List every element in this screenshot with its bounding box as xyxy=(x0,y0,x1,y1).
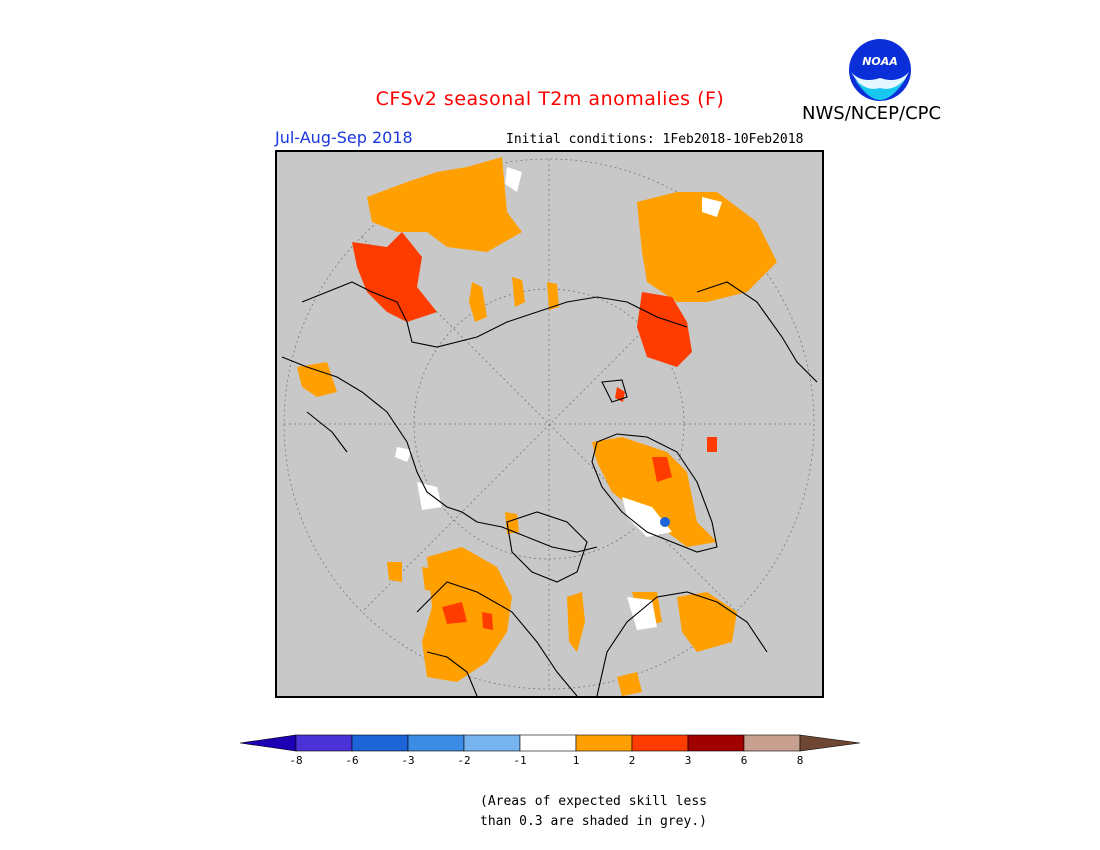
legend-tick: 1 xyxy=(572,754,580,767)
legend-swatch xyxy=(631,734,689,752)
legend-tick: 8 xyxy=(796,754,804,767)
map-title: CFSv2 seasonal T2m anomalies (F) xyxy=(375,88,725,110)
noaa-logo-icon: NOAA xyxy=(849,39,911,101)
legend-swatch xyxy=(575,734,633,752)
legend-arrow-right xyxy=(799,734,860,752)
skill-note: (Areas of expected skill less than 0.3 a… xyxy=(480,792,707,832)
forecast-period: Jul-Aug-Sep 2018 xyxy=(275,128,413,147)
skill-note-line-2: than 0.3 are shaded in grey.) xyxy=(480,814,707,829)
legend-swatch xyxy=(407,734,465,752)
coastlines xyxy=(281,281,818,696)
initial-conditions: Initial conditions: 1Feb2018-10Feb2018 xyxy=(506,132,804,147)
map-canvas xyxy=(281,157,818,696)
legend-tick: -1 xyxy=(513,754,527,767)
logo-text: NOAA xyxy=(862,55,898,68)
legend-tick: -2 xyxy=(457,754,471,767)
anomaly-white-regions xyxy=(395,167,722,630)
legend-tick: 6 xyxy=(740,754,748,767)
agency-label: NWS/NCEP/CPC xyxy=(802,103,942,124)
legend-swatch xyxy=(295,734,353,752)
legend-arrow-left xyxy=(240,734,297,752)
polar-map xyxy=(275,150,824,698)
legend-swatch xyxy=(687,734,745,752)
legend-tick: 2 xyxy=(628,754,636,767)
color-legend-bar xyxy=(240,734,860,752)
legend-tick: 3 xyxy=(684,754,692,767)
legend-swatch xyxy=(351,734,409,752)
anomaly-blue-point xyxy=(660,517,670,527)
skill-note-line-1: (Areas of expected skill less xyxy=(480,794,707,809)
legend-tick: -6 xyxy=(345,754,359,767)
anomaly-orange-regions xyxy=(297,157,777,696)
legend-swatch xyxy=(519,734,577,752)
legend-tick: -8 xyxy=(289,754,303,767)
legend-swatch xyxy=(463,734,521,752)
legend-swatch xyxy=(743,734,801,752)
legend-tick: -3 xyxy=(401,754,415,767)
